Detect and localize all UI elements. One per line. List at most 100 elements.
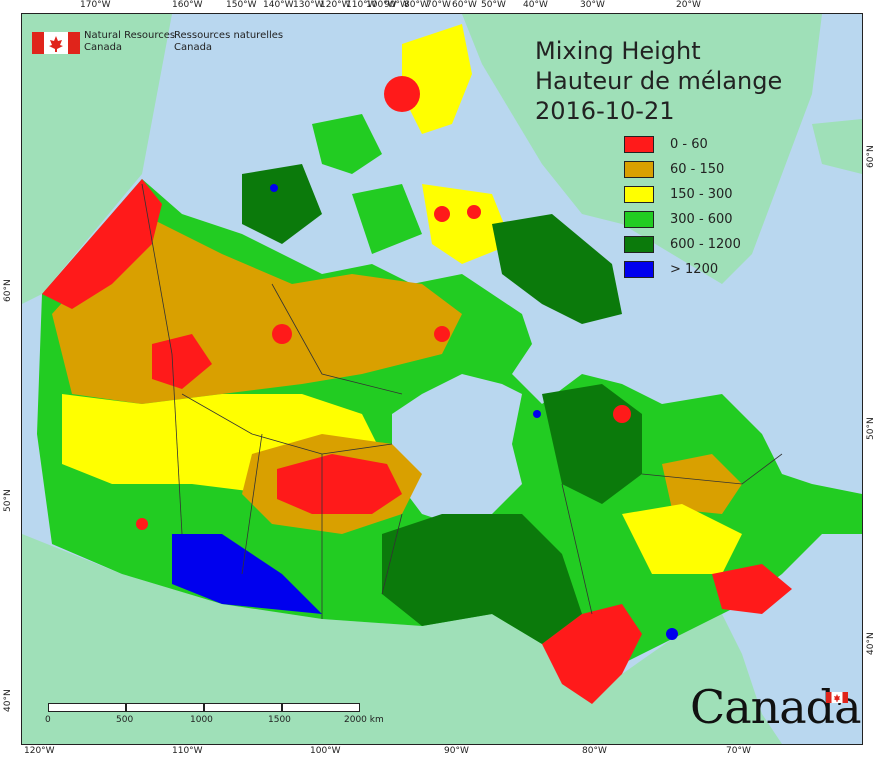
legend-label: 300 - 600 — [670, 212, 733, 227]
blue-spot — [666, 628, 678, 640]
top-tick-label: 170°W — [80, 0, 111, 10]
nrcan-en-line2: Canada — [84, 42, 123, 53]
blue-spot — [533, 410, 541, 418]
blue-spot — [270, 184, 278, 192]
hot-spot — [467, 205, 481, 219]
hot-spot — [434, 326, 450, 342]
bottom-tick-label: 90°W — [444, 746, 469, 756]
nrcan-fr-line1: Ressources naturelles — [174, 30, 284, 41]
scale-segment — [282, 703, 360, 712]
legend-swatch — [624, 236, 654, 253]
legend-row: 150 - 300 — [624, 182, 741, 207]
canada-wordmark: Canada — [690, 680, 862, 734]
arctic-island — [352, 184, 422, 254]
arctic-island — [402, 24, 472, 134]
bottom-tick-label: 80°W — [582, 746, 607, 756]
top-tick-label: 60°W — [452, 0, 477, 10]
top-tick-label: 160°W — [172, 0, 203, 10]
map-date: 2016-10-21 — [535, 97, 675, 125]
scale-label: 1000 — [190, 715, 213, 725]
zone-south-blue — [172, 534, 322, 614]
nrcan-english: Natural Resources Canada — [84, 30, 184, 54]
map-title: Mixing Height Hauteur de mélange 2016-10… — [535, 36, 782, 126]
legend-row: 600 - 1200 — [624, 232, 741, 257]
hot-spot — [384, 76, 420, 112]
top-tick-label: 140°W — [263, 0, 294, 10]
title-english: Mixing Height — [535, 37, 701, 65]
legend-swatch — [624, 161, 654, 178]
scale-label: 2000 km — [344, 715, 384, 725]
zone-north-red — [152, 334, 212, 389]
hot-spot — [136, 518, 148, 530]
bottom-tick-label: 100°W — [310, 746, 341, 756]
top-tick-label: 150°W — [226, 0, 257, 10]
province-borders — [141, 183, 783, 619]
scale-label: 0 — [45, 715, 51, 725]
title-french: Hauteur de mélange — [535, 67, 783, 95]
top-tick-label: 30°W — [580, 0, 605, 10]
legend-label: > 1200 — [670, 262, 719, 277]
zone-alaska-red — [42, 179, 162, 309]
legend: 0 - 60 60 - 150 150 - 300 300 - 600 600 - 12… — [624, 132, 741, 282]
legend-label: 150 - 300 — [670, 187, 733, 202]
hot-spot — [434, 206, 450, 222]
top-tick-label: 20°W — [676, 0, 701, 10]
scale-segment — [204, 703, 282, 712]
nrcan-en-line1: Natural Resources — [84, 30, 176, 41]
right-tick-label: 50°N — [866, 417, 876, 440]
right-tick-label: 40°N — [866, 632, 876, 655]
alaska-land — [22, 14, 172, 304]
legend-swatch — [624, 186, 654, 203]
nrcan-fr-line2: Canada — [174, 42, 213, 53]
zone-greatlakes-red — [542, 604, 642, 704]
hot-spot — [272, 324, 292, 344]
legend-row: 300 - 600 — [624, 207, 741, 232]
left-tick-label: 40°N — [3, 689, 13, 712]
zone-prairie-red — [277, 454, 402, 514]
scale-label: 1500 — [268, 715, 291, 725]
top-tick-label: 100°W — [366, 0, 397, 10]
arctic-island — [312, 114, 382, 174]
arctic-island — [422, 184, 512, 264]
bottom-tick-label: 120°W — [24, 746, 55, 756]
zone-ontario-green — [382, 514, 582, 644]
legend-swatch — [624, 136, 654, 153]
legend-swatch — [624, 261, 654, 278]
legend-row: 60 - 150 — [624, 157, 741, 182]
top-tick-label: 40°W — [523, 0, 548, 10]
arctic-island — [242, 164, 322, 244]
legend-label: 0 - 60 — [670, 137, 708, 152]
top-tick-label: 90°W — [384, 0, 409, 10]
top-tick-label: 130°W — [293, 0, 324, 10]
scale-segment — [48, 703, 126, 712]
map-canvas — [22, 14, 862, 744]
top-tick-label: 110°W — [346, 0, 377, 10]
zone-labrador-orange — [662, 454, 742, 514]
scale-label: 500 — [116, 715, 134, 725]
legend-row: 0 - 60 — [624, 132, 741, 157]
wordmark-flag-icon — [826, 692, 848, 703]
left-tick-label: 60°N — [3, 279, 13, 302]
map-area — [21, 13, 863, 745]
legend-swatch — [624, 211, 654, 228]
top-tick-label: 50°W — [481, 0, 506, 10]
right-tick-label: 60°N — [866, 145, 876, 168]
legend-label: 60 - 150 — [670, 162, 725, 177]
hudson-bay — [392, 374, 522, 524]
top-tick-label: 120°W — [320, 0, 351, 10]
canada-flag-icon — [32, 32, 80, 54]
zone-maritimes-red — [712, 564, 792, 614]
bottom-tick-label: 70°W — [726, 746, 751, 756]
hot-spot — [613, 405, 631, 423]
top-tick-label: 80°W — [404, 0, 429, 10]
nrcan-french: Ressources naturelles Canada — [174, 30, 294, 54]
zone-gulf-yellow — [622, 504, 742, 574]
legend-label: 600 - 1200 — [670, 237, 741, 252]
top-tick-label: 70°W — [426, 0, 451, 10]
left-tick-label: 50°N — [3, 489, 13, 512]
baffin-island — [492, 214, 622, 324]
legend-row: > 1200 — [624, 257, 741, 282]
iceland-land — [812, 119, 862, 174]
bottom-tick-label: 110°W — [172, 746, 203, 756]
